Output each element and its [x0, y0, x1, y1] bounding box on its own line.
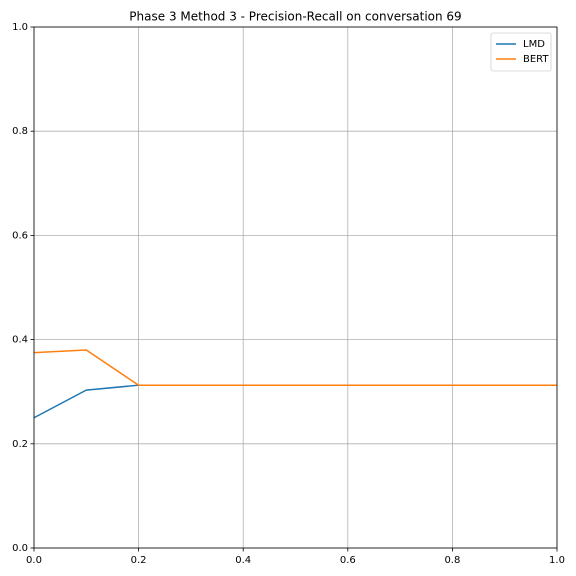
y-tick-label: 0.0: [12, 543, 28, 554]
x-tick-label: 0.0: [26, 555, 42, 566]
x-tick-label: 0.4: [235, 555, 251, 566]
x-tick-label: 0.8: [444, 555, 460, 566]
y-tick-label: 1.0: [12, 22, 28, 33]
legend-box: [490, 32, 552, 72]
x-tick-label: 0.6: [340, 555, 356, 566]
legend-label: LMD: [523, 39, 545, 50]
y-tick-label: 0.4: [12, 335, 28, 346]
plot-frame: [33, 26, 558, 549]
y-tick-label: 0.2: [12, 439, 28, 450]
line-series: [33, 349, 557, 386]
legend: LMD BERT: [490, 32, 552, 72]
x-tick-label: 0.2: [131, 555, 147, 566]
y-tick-label: 0.8: [12, 126, 28, 137]
y-tick-label: 0.6: [12, 230, 28, 241]
x-tick-label: 1.0: [549, 555, 565, 566]
chart-title: Phase 3 Method 3 - Precision-Recall on c…: [129, 10, 461, 24]
legend-label: BERT: [523, 54, 549, 65]
